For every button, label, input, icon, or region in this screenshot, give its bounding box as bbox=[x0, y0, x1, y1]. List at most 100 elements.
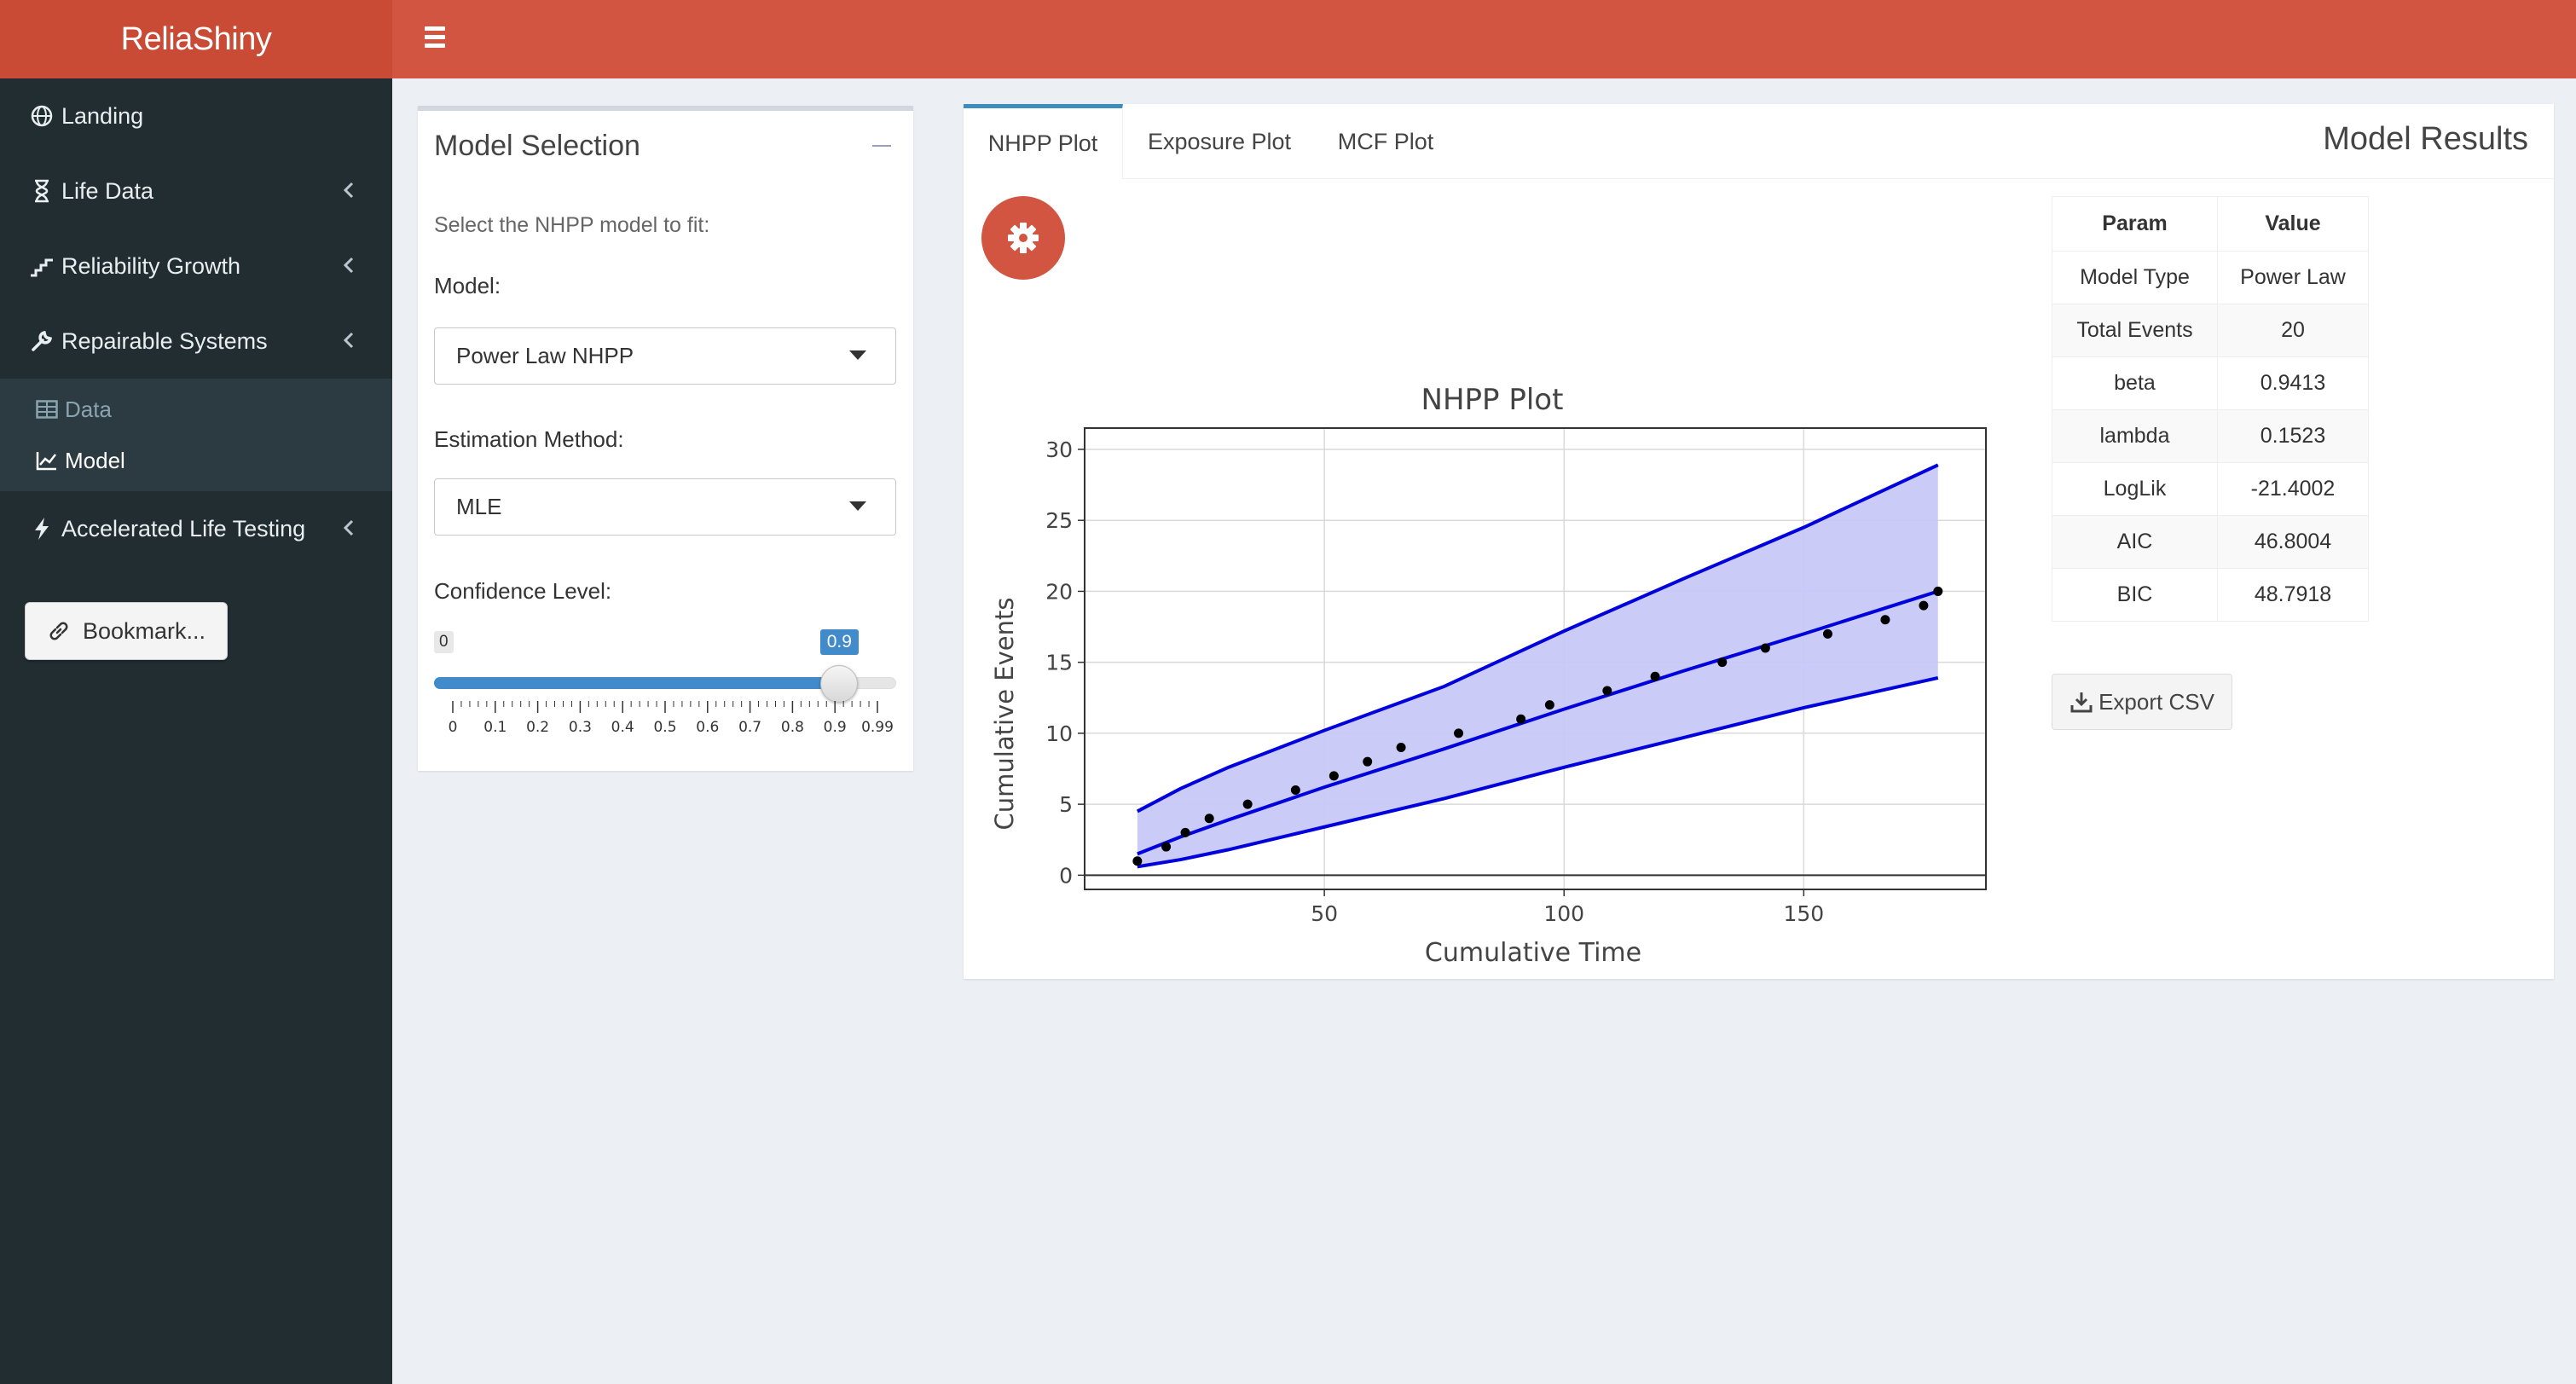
y-tick-label: 30 bbox=[1045, 437, 1073, 462]
chevron-left-icon bbox=[343, 519, 354, 536]
sidebar-item-label: Life Data bbox=[61, 177, 154, 204]
y-tick-label: 15 bbox=[1045, 651, 1073, 675]
table-cell: 0.1523 bbox=[2217, 409, 2369, 463]
caret-down-icon bbox=[849, 350, 866, 360]
slider-tick-label: 0.5 bbox=[653, 719, 676, 736]
confidence-band bbox=[1137, 465, 1938, 867]
y-tick-label: 0 bbox=[1059, 863, 1073, 888]
table-header: Value bbox=[2217, 196, 2369, 252]
sidebar-item-label: Reliability Growth bbox=[61, 252, 241, 279]
model-results-box: NHPP Plot Exposure Plot MCF Plot Model R… bbox=[964, 104, 2554, 979]
table-row: BIC 48.7918 bbox=[2052, 568, 2369, 622]
upper-bound-line bbox=[1136, 463, 1939, 814]
slider-tick-label: 0.4 bbox=[611, 719, 634, 736]
confidence-label: Confidence Level: bbox=[434, 578, 612, 604]
download-icon bbox=[2070, 692, 2093, 713]
y-tick-label: 10 bbox=[1045, 721, 1073, 746]
data-point bbox=[1822, 628, 1832, 639]
results-title: Model Results bbox=[2323, 121, 2528, 157]
confidence-slider[interactable]: 0 0.9 0 0.1 0.2 0.3 0.4 0.5 0.6 0.7 0.8 0.9 0.99 bbox=[434, 629, 896, 759]
tab-mcf-plot[interactable]: MCF Plot bbox=[1337, 128, 1434, 154]
slider-tick-label: 0 bbox=[449, 719, 458, 736]
caret-down-icon bbox=[849, 501, 866, 511]
slider-handle[interactable] bbox=[819, 665, 858, 703]
tab-exposure-plot[interactable]: Exposure Plot bbox=[1147, 128, 1292, 154]
y-tick-label: 5 bbox=[1059, 792, 1073, 817]
lower-bound-line bbox=[1137, 676, 1939, 869]
data-point bbox=[1650, 671, 1660, 681]
model-select-value: Power Law NHPP bbox=[456, 343, 634, 368]
x-axis-label: Cumulative Time bbox=[1425, 938, 1641, 968]
data-point bbox=[1933, 586, 1943, 596]
data-point bbox=[1363, 756, 1373, 767]
data-point bbox=[1132, 856, 1143, 866]
tab-bar: NHPP Plot Exposure Plot MCF Plot Model R… bbox=[964, 104, 2554, 179]
model-label: Model: bbox=[434, 273, 501, 298]
sidebar-item-reliability-growth[interactable]: Reliability Growth bbox=[0, 229, 392, 304]
sidebar-toggle-icon[interactable] bbox=[418, 22, 452, 56]
box-title: Model Selection bbox=[434, 130, 640, 162]
table-cell: beta bbox=[2052, 356, 2218, 410]
data-point bbox=[1242, 799, 1253, 809]
slider-tick-label: 0.99 bbox=[861, 719, 894, 736]
line-chart-icon bbox=[34, 448, 60, 473]
help-text: Select the NHPP model to fit: bbox=[434, 213, 710, 237]
sidebar-item-accelerated-life-testing[interactable]: Accelerated Life Testing bbox=[0, 491, 392, 566]
data-point bbox=[1516, 714, 1526, 724]
nhpp-chart: NHPP Plot Cumulative Time Cumulative Eve… bbox=[990, 383, 1987, 968]
data-point bbox=[1180, 827, 1190, 837]
table-cell: -21.4002 bbox=[2217, 462, 2369, 516]
chevron-left-icon bbox=[343, 332, 354, 349]
collapse-icon[interactable] bbox=[872, 145, 891, 147]
slider-ticks: 0 0.1 0.2 0.3 0.4 0.5 0.6 0.7 0.8 0.9 0.99 bbox=[449, 701, 894, 736]
slider-tick-label: 0.7 bbox=[738, 719, 761, 736]
slider-value-label: 0.9 bbox=[819, 629, 859, 655]
slider-tick-label: 0.8 bbox=[781, 719, 804, 736]
chevron-left-icon bbox=[343, 257, 354, 274]
data-point bbox=[1544, 700, 1554, 710]
estimation-method-select[interactable]: MLE bbox=[434, 478, 896, 536]
export-label: Export CSV bbox=[2098, 688, 2214, 715]
table-cell: LogLik bbox=[2052, 462, 2218, 516]
app-logo[interactable]: ReliaShiny bbox=[0, 0, 392, 78]
sidebar-item-label: Landing bbox=[61, 102, 144, 129]
table-header: Param bbox=[2052, 196, 2218, 252]
globe-icon bbox=[29, 103, 55, 129]
steps-chart-icon bbox=[29, 253, 55, 279]
data-point bbox=[1290, 785, 1300, 795]
slider-tick-label: 0.9 bbox=[824, 719, 847, 736]
plot-settings-button[interactable] bbox=[981, 196, 1065, 280]
model-selection-box: Model Selection Select the NHPP model to… bbox=[418, 106, 913, 771]
bookmark-button[interactable]: Bookmark... bbox=[25, 602, 228, 660]
tab-nhpp-plot[interactable]: NHPP Plot bbox=[964, 104, 1123, 179]
sidebar-item-landing[interactable]: Landing bbox=[0, 78, 392, 153]
table-cell: BIC bbox=[2052, 568, 2218, 622]
sidebar-subitem-data[interactable]: Data bbox=[0, 384, 392, 435]
sidebar-item-label: Repairable Systems bbox=[61, 327, 268, 354]
model-select[interactable]: Power Law NHPP bbox=[434, 327, 896, 385]
data-point bbox=[1760, 643, 1770, 653]
link-icon bbox=[49, 622, 68, 640]
hourglass-icon bbox=[29, 178, 55, 204]
sidebar-subitem-label: Data bbox=[65, 396, 112, 422]
export-csv-button[interactable]: Export CSV bbox=[2052, 674, 2232, 730]
x-tick-label: 50 bbox=[1311, 901, 1338, 926]
wrench-icon bbox=[29, 328, 55, 354]
results-table: Param Value Model Type Power Law Total Ev… bbox=[2052, 196, 2369, 622]
chevron-left-icon bbox=[343, 182, 354, 199]
sidebar-item-repairable-systems[interactable]: Repairable Systems bbox=[0, 304, 392, 379]
table-cell: 46.8004 bbox=[2217, 515, 2369, 569]
sidebar-subitem-model[interactable]: Model bbox=[0, 435, 392, 486]
estimation-method-label: Estimation Method: bbox=[434, 426, 624, 452]
slider-tick-label: 0.3 bbox=[569, 719, 592, 736]
data-point bbox=[1880, 615, 1890, 625]
y-tick-label: 25 bbox=[1045, 508, 1073, 533]
top-navbar bbox=[392, 0, 2576, 78]
table-cell: 48.7918 bbox=[2217, 568, 2369, 622]
slider-tick-label: 0.6 bbox=[696, 719, 719, 736]
repairable-systems-submenu: Data Model bbox=[0, 379, 392, 491]
slider-tick-label: 0.1 bbox=[483, 719, 507, 736]
table-cell: 0.9413 bbox=[2217, 356, 2369, 410]
y-tick-label: 20 bbox=[1045, 579, 1073, 604]
sidebar-item-life-data[interactable]: Life Data bbox=[0, 153, 392, 229]
